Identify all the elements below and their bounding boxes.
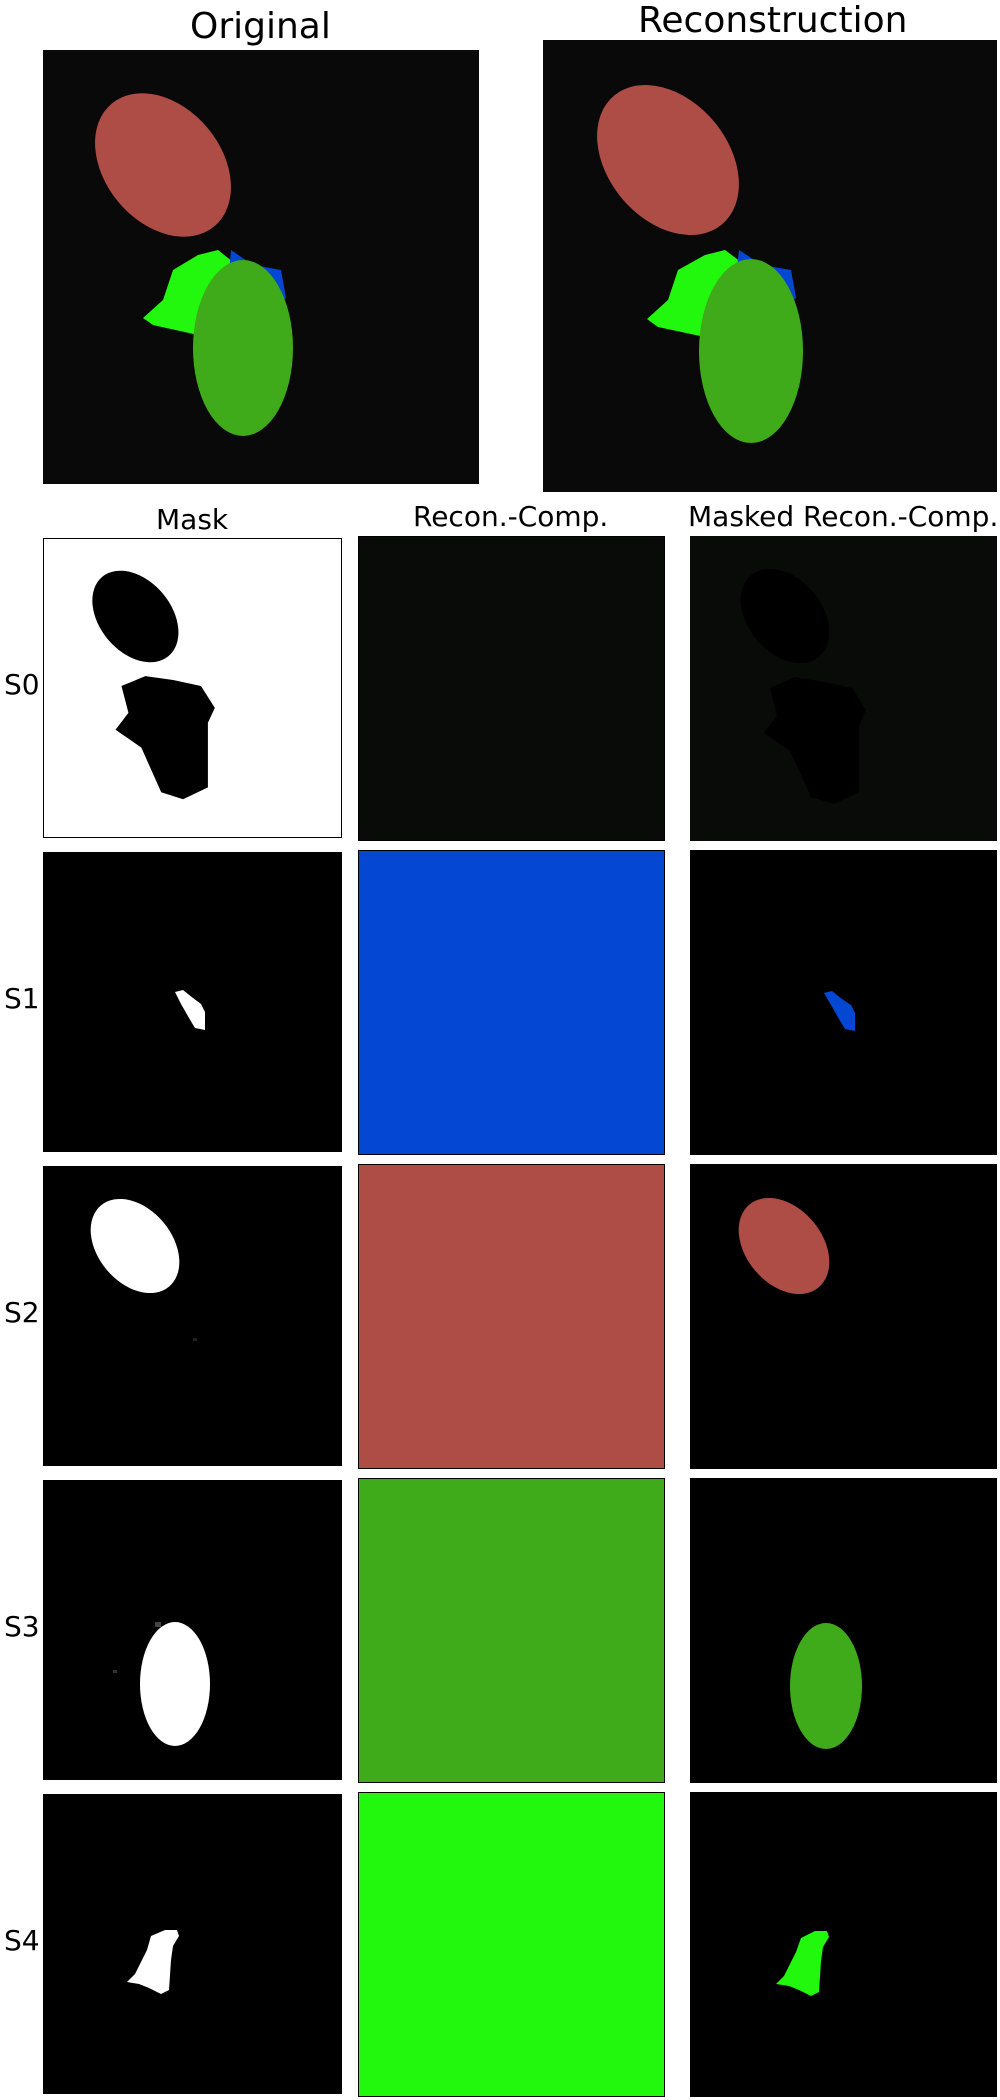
masked-recon-comp-s1 [690, 850, 997, 1155]
original-title: Original [190, 6, 331, 47]
recon-comp-s0 [358, 536, 665, 841]
recon-comp-s3 [358, 1478, 665, 1783]
recon-comp-s4 [358, 1792, 665, 2097]
mask-s4 [43, 1794, 342, 2094]
mask-column-header: Mask [156, 503, 229, 536]
recon-comp-column-header: Recon.-Comp. [413, 500, 609, 533]
recon-comp-s2 [358, 1164, 665, 1469]
row-label-s1: S1 [4, 982, 40, 1015]
reconstruction-title: Reconstruction [638, 0, 908, 41]
masked-recon-comp-s3 [690, 1478, 997, 1783]
mask-s3 [43, 1480, 342, 1780]
mask-s0 [43, 538, 342, 838]
recon-comp-s1 [358, 850, 665, 1155]
row-label-s3: S3 [4, 1610, 40, 1643]
masked-recon-comp-s0 [690, 536, 997, 841]
original-image [43, 50, 479, 484]
masked-recon-comp-s4 [690, 1792, 997, 2097]
row-label-s2: S2 [4, 1296, 40, 1329]
masked-recon-comp-column-header: Masked Recon.-Comp. [688, 500, 999, 533]
masked-recon-comp-s2 [690, 1164, 997, 1469]
mask-s1 [43, 852, 342, 1152]
row-label-s4: S4 [4, 1924, 40, 1957]
reconstruction-image [543, 40, 997, 492]
row-label-s0: S0 [4, 668, 40, 701]
mask-s2 [43, 1166, 342, 1466]
